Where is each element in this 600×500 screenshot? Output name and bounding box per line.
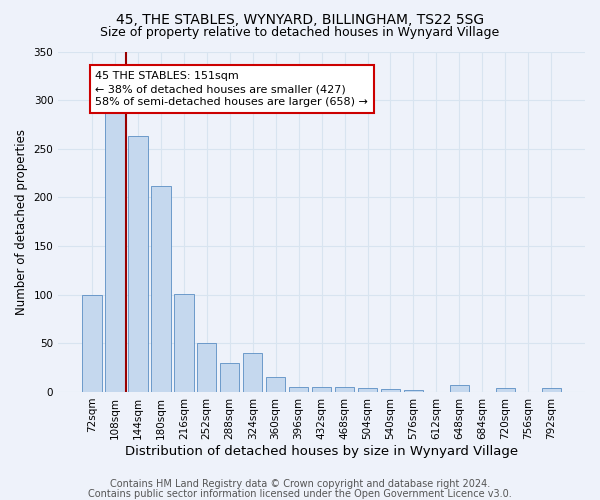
Bar — [404, 390, 423, 392]
Bar — [266, 378, 286, 392]
Bar — [105, 112, 125, 392]
Bar — [197, 344, 217, 392]
Bar — [151, 186, 170, 392]
Bar — [312, 387, 331, 392]
Bar — [243, 353, 262, 392]
Bar — [381, 389, 400, 392]
Text: Size of property relative to detached houses in Wynyard Village: Size of property relative to detached ho… — [100, 26, 500, 39]
Bar — [496, 388, 515, 392]
Bar — [335, 387, 355, 392]
Bar — [128, 136, 148, 392]
Bar — [220, 363, 239, 392]
Text: Contains public sector information licensed under the Open Government Licence v3: Contains public sector information licen… — [88, 489, 512, 499]
Y-axis label: Number of detached properties: Number of detached properties — [15, 128, 28, 314]
Text: Contains HM Land Registry data © Crown copyright and database right 2024.: Contains HM Land Registry data © Crown c… — [110, 479, 490, 489]
Text: 45, THE STABLES, WYNYARD, BILLINGHAM, TS22 5SG: 45, THE STABLES, WYNYARD, BILLINGHAM, TS… — [116, 12, 484, 26]
Bar — [358, 388, 377, 392]
Bar — [82, 294, 101, 392]
X-axis label: Distribution of detached houses by size in Wynyard Village: Distribution of detached houses by size … — [125, 444, 518, 458]
Bar — [449, 385, 469, 392]
Text: 45 THE STABLES: 151sqm
← 38% of detached houses are smaller (427)
58% of semi-de: 45 THE STABLES: 151sqm ← 38% of detached… — [95, 71, 368, 108]
Bar — [542, 388, 561, 392]
Bar — [289, 387, 308, 392]
Bar — [174, 294, 194, 392]
